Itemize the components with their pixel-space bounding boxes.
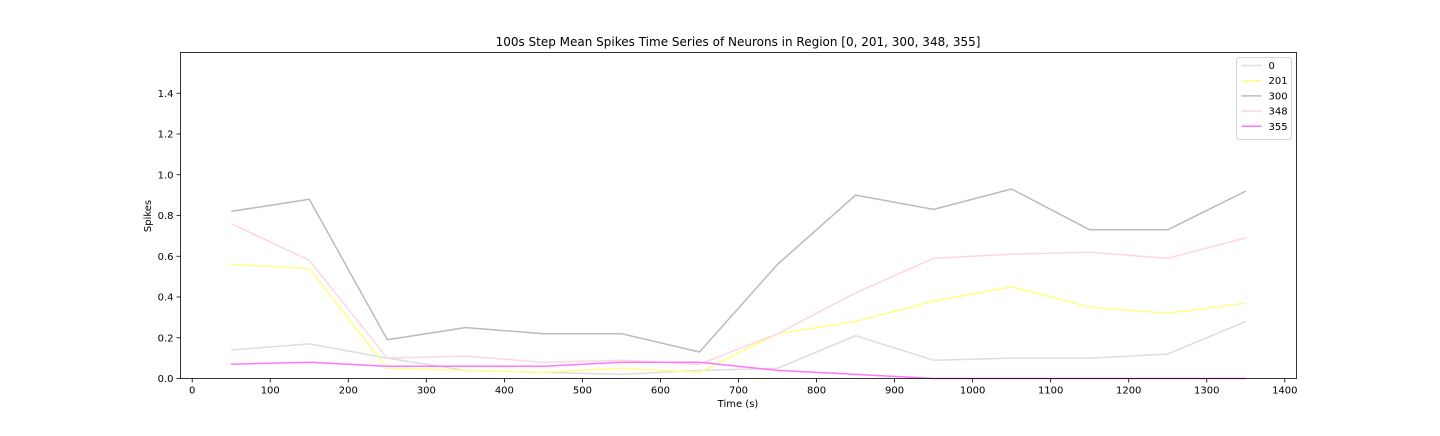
legend-label-0: 0 — [1269, 61, 1275, 72]
x-axis-label: Time (s) — [717, 399, 759, 410]
y-tick-label: 0.6 — [158, 252, 174, 263]
legend-frame — [1236, 57, 1292, 140]
series-line-201 — [231, 263, 1246, 374]
x-tick-label: 900 — [885, 386, 904, 397]
legend: 0 201 300 348 355 — [1236, 57, 1292, 140]
y-tick-label: 0.2 — [158, 333, 174, 344]
x-tick-label: 100 — [261, 386, 280, 397]
series-line-0 — [231, 320, 1247, 376]
x-tick-label: 0 — [189, 386, 195, 397]
x-tick-label: 1400 — [1272, 386, 1297, 397]
plot-area — [230, 188, 1247, 380]
series-line-300 — [231, 188, 1247, 353]
plot-frame — [180, 52, 1297, 379]
series-line-348 — [230, 223, 1246, 365]
x-tick-label: 800 — [807, 386, 826, 397]
y-tick-label: 1.0 — [158, 170, 174, 181]
x-tick-label: 1100 — [1038, 386, 1063, 397]
x-tick-label: 1200 — [1116, 386, 1141, 397]
y-tick-label: 0.4 — [158, 293, 174, 304]
legend-label-201: 201 — [1269, 76, 1288, 87]
legend-label-355: 355 — [1269, 122, 1288, 133]
x-tick-label: 200 — [339, 386, 358, 397]
legend-label-300: 300 — [1269, 91, 1288, 102]
x-tick-label: 500 — [573, 386, 592, 397]
y-tick-label: 1.4 — [158, 89, 174, 100]
x-tick-label: 300 — [417, 386, 436, 397]
y-tick-label: 0.8 — [158, 211, 174, 222]
y-axis: 0.0 0.2 0.4 0.6 0.8 1.0 1.2 1.4 — [158, 89, 181, 385]
y-tick-label: 0.0 — [158, 374, 174, 385]
series-line-355 — [231, 361, 1246, 380]
y-axis-label: Spikes — [143, 200, 154, 232]
x-axis: 0 100 200 300 400 500 600 700 800 900 1000 1100 1200… — [189, 378, 1298, 397]
x-tick-label: 400 — [495, 386, 514, 397]
legend-label-348: 348 — [1269, 107, 1288, 118]
y-tick-label: 1.2 — [158, 130, 174, 141]
x-tick-label: 1300 — [1194, 386, 1219, 397]
chart-title: 100s Step Mean Spikes Time Series of Neu… — [496, 35, 981, 49]
x-tick-label: 600 — [651, 386, 670, 397]
x-tick-label: 1000 — [960, 386, 985, 397]
x-tick-label: 700 — [729, 386, 748, 397]
